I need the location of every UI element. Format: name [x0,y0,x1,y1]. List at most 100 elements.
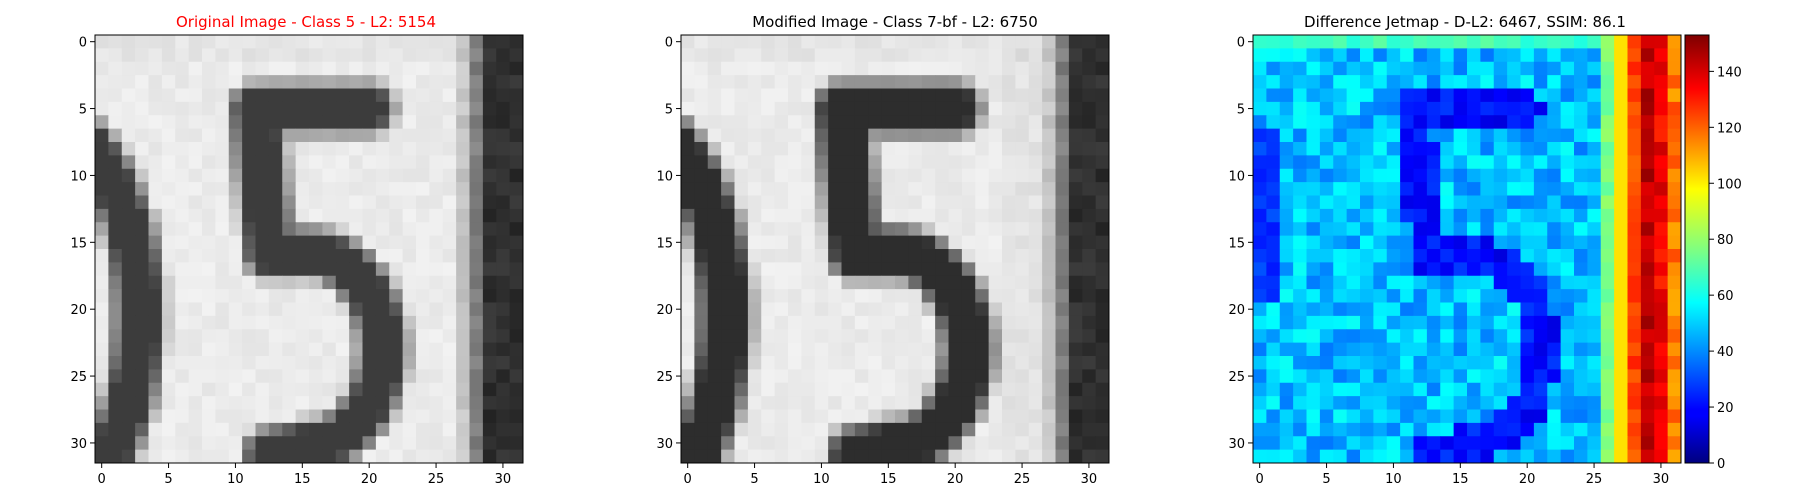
heatmap-cell [1600,342,1615,357]
heatmap-cell [1640,195,1655,210]
heatmap-cell [309,101,323,116]
heatmap-cell [1507,302,1521,317]
heatmap-cell [255,369,270,384]
heatmap-cell [868,275,883,290]
heatmap-cell [309,235,323,250]
heatmap-cell [774,222,789,237]
x-tick-label: 30 [495,472,512,487]
heatmap-cell [1002,61,1016,76]
heatmap-cell [322,168,337,183]
heatmap-cell [148,75,163,89]
heatmap-cell [442,449,457,464]
heatmap-cell [228,88,243,103]
heatmap-cell [202,195,216,210]
heatmap-cell [1055,235,1070,250]
heatmap-cell [895,115,909,130]
heatmap-cell [721,235,735,250]
heatmap-cell [747,436,762,451]
heatmap-cell [1319,88,1334,103]
heatmap-cell [1600,101,1615,116]
heatmap-cell [282,342,297,357]
heatmap-cell [1293,208,1307,223]
heatmap-cell [362,142,377,156]
heatmap-cell [402,315,417,330]
heatmap-cell [1042,88,1056,103]
heatmap-cell [1426,101,1441,116]
heatmap-cell [734,235,749,250]
heatmap-cell [282,195,297,210]
heatmap-cell [975,409,990,424]
heatmap-cell [255,142,270,156]
heatmap-cell [1082,35,1097,49]
heatmap-cell [469,128,484,143]
heatmap-cell [135,262,149,277]
heatmap-cell [948,48,963,63]
heatmap-cell [255,128,270,143]
heatmap-cell [868,155,883,170]
heatmap-cell [1400,356,1414,370]
heatmap-cell [1667,315,1682,330]
heatmap-cell [1360,369,1374,384]
heatmap-cell [362,208,377,223]
heatmap-cell [215,356,230,370]
heatmap-cell [935,235,949,250]
heatmap-cell [1028,155,1043,170]
heatmap-cell [188,101,203,116]
heatmap-cell [961,88,976,103]
heatmap-cell [1467,382,1481,397]
heatmap-cell [1413,449,1428,464]
heatmap-cell [721,262,735,277]
heatmap-cell [202,342,216,357]
heatmap-cell [988,249,1003,263]
heatmap-cell [242,289,256,303]
heatmap-cell [681,222,695,237]
heatmap-cell [108,422,123,437]
heatmap-cell [121,369,136,384]
heatmap-cell [1095,422,1110,437]
heatmap-cell [442,289,457,303]
heatmap-cell [1306,48,1321,63]
heatmap-cell [681,409,695,424]
heatmap-cell [188,115,203,130]
heatmap-cell [1614,128,1628,143]
heatmap-cell [309,369,323,384]
heatmap-cell [1068,382,1083,397]
heatmap-cell [1574,369,1588,384]
heatmap-cell [975,302,990,317]
heatmap-cell [1654,35,1669,49]
heatmap-cell [1266,222,1281,237]
heatmap-cell [1413,422,1428,437]
heatmap-cell [1533,422,1548,437]
heatmap-cell [1654,115,1669,130]
heatmap-cell [1055,35,1070,49]
heatmap-cell [1253,356,1267,370]
heatmap-cell [416,302,430,317]
heatmap-cell [215,275,230,290]
heatmap-cell [1480,35,1495,49]
heatmap-cell [895,88,909,103]
heatmap-cell [255,315,270,330]
heatmap-cell [202,208,216,223]
heatmap-cell [295,142,310,156]
heatmap-cell [814,35,829,49]
heatmap-cell [309,222,323,237]
heatmap-cell [482,436,497,451]
original-image-panel: Original Image - Class 5 - L2: 5154 0 5 10… [70,13,524,487]
heatmap-cell [1082,329,1097,344]
heatmap-cell [268,195,283,210]
heatmap-cell [1055,409,1070,424]
heatmap-cell [1627,142,1642,156]
heatmap-cell [868,422,883,437]
heatmap-cell [1319,302,1334,317]
heatmap-cell [1346,422,1361,437]
heatmap-cell [242,302,256,317]
heatmap-cell [402,61,417,76]
heatmap-cell [95,88,109,103]
heatmap-cell [1667,382,1682,397]
heatmap-cell [1253,396,1267,410]
heatmap-cell [681,35,695,49]
heatmap-cell [1667,75,1682,89]
heatmap-cell [242,115,256,130]
heatmap-cell [908,382,923,397]
heatmap-cell [921,75,936,89]
